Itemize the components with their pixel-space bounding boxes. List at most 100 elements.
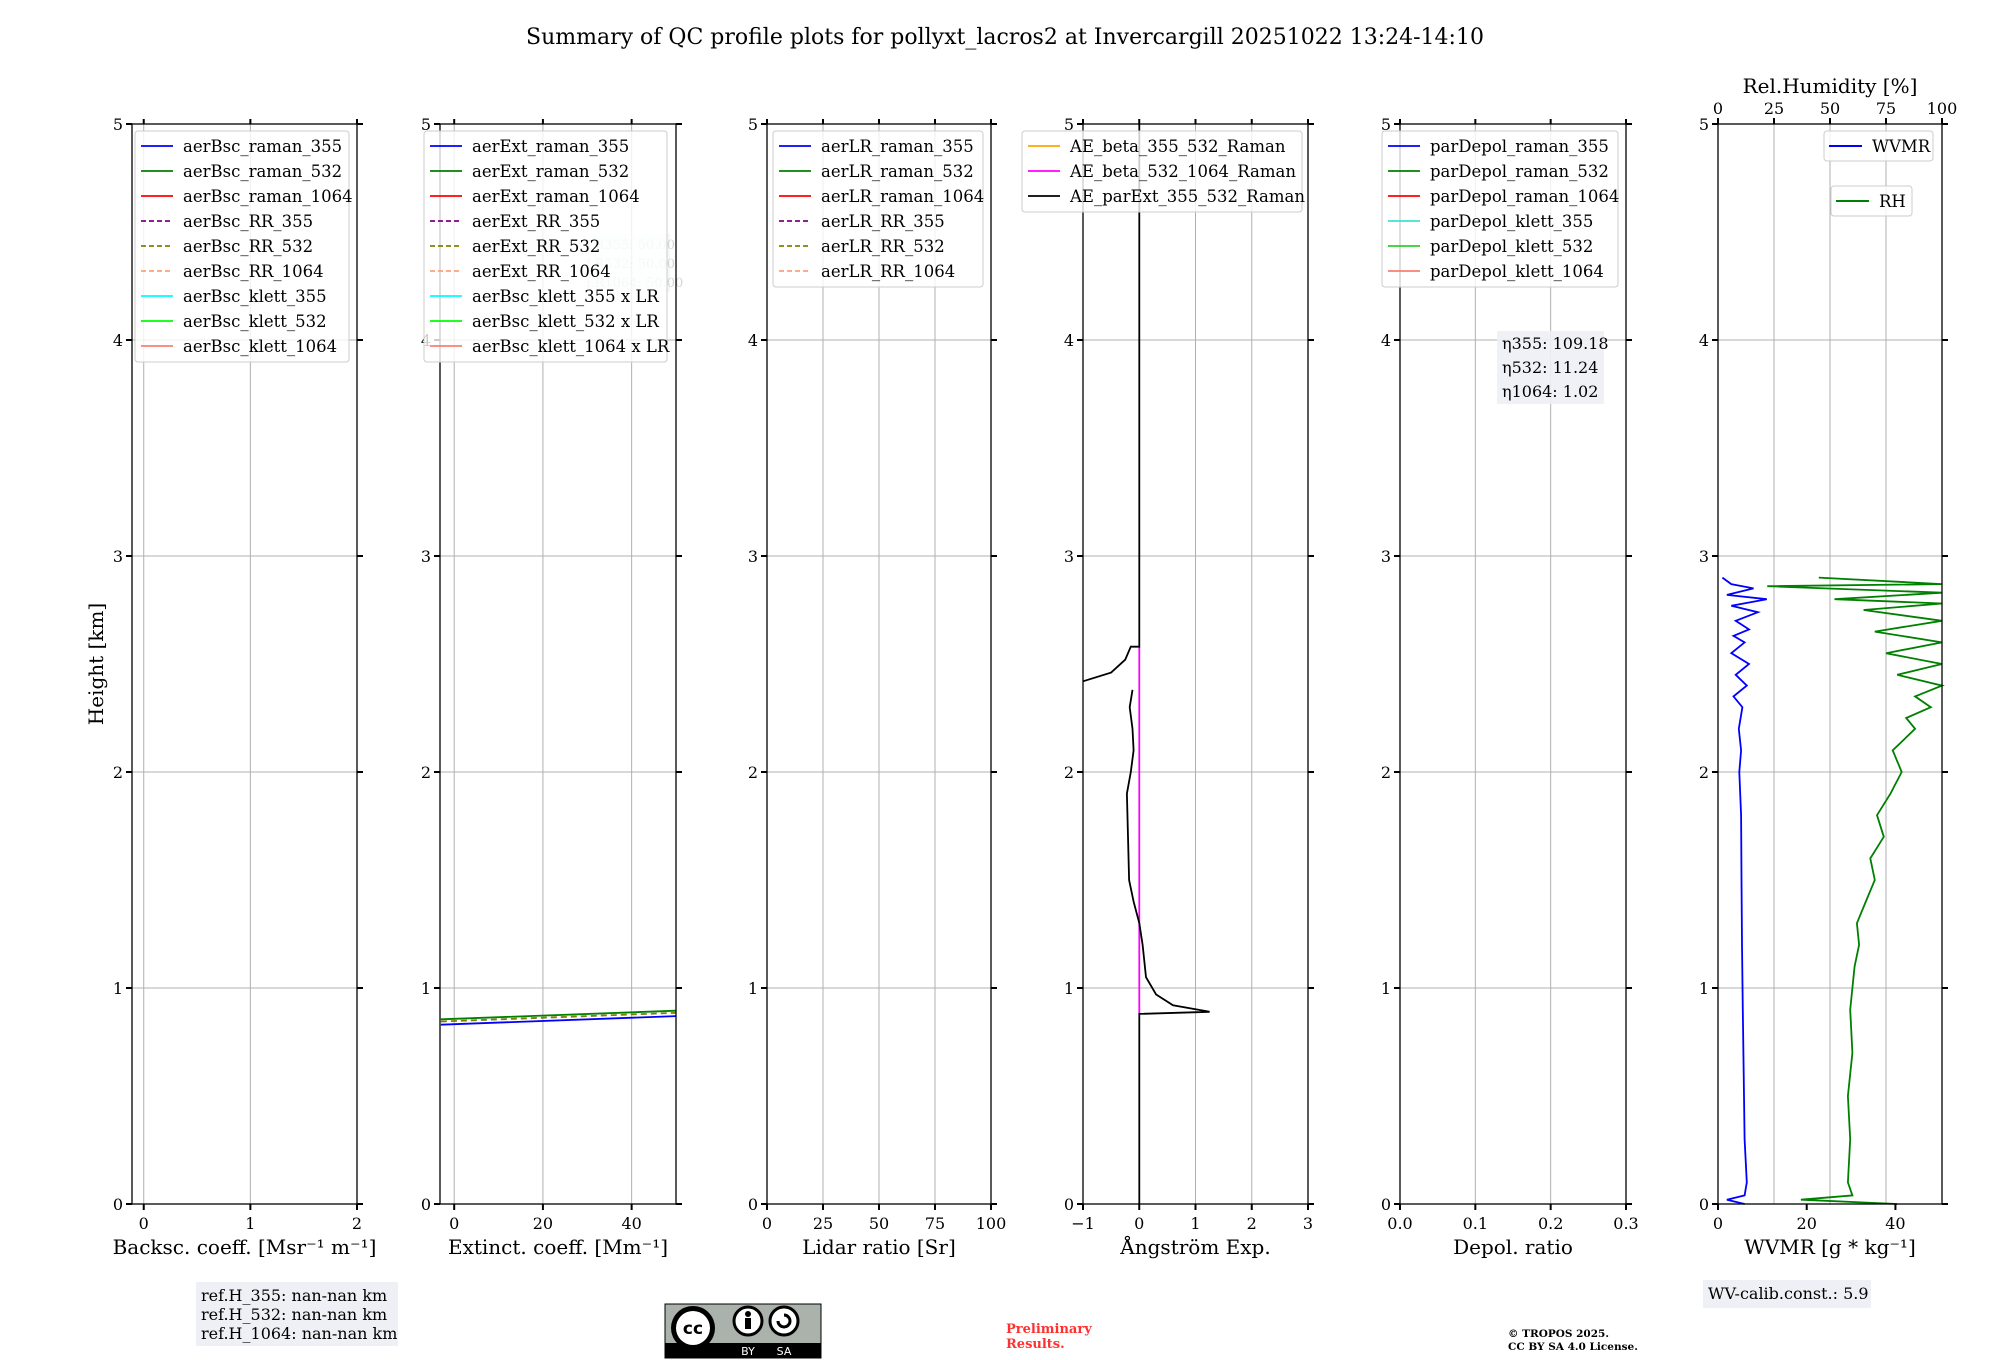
- y-tick-label: 3: [421, 547, 431, 566]
- legend-wvmr: WVMR: [1823, 130, 1934, 162]
- legend-label: aerBsc_RR_1064: [183, 262, 324, 281]
- eta-annotation: η355: 109.18 η532: 11.24 η1064: 1.02: [1497, 331, 1609, 404]
- y-tick-label: 0: [113, 1195, 123, 1214]
- y-tick-label: 3: [1381, 547, 1391, 566]
- legend-label: aerBsc_raman_355: [183, 137, 342, 156]
- y-tick-label: 2: [421, 763, 431, 782]
- top-x-tick-label: 75: [1876, 99, 1896, 118]
- legend-label: aerBsc_klett_1064: [183, 337, 337, 356]
- y-tick-label: 4: [1064, 331, 1074, 350]
- legend-box: [772, 130, 984, 288]
- legend-label: aerLR_raman_532: [821, 162, 974, 181]
- legend: aerLR_raman_355 aerLR_raman_532 aerLR_rama…: [772, 130, 984, 288]
- legend-label: parDepol_klett_1064: [1430, 262, 1604, 281]
- preliminary-line-1: Preliminary: [1006, 1322, 1092, 1337]
- top-x-tick-label: 25: [1764, 99, 1784, 118]
- legend-label: aerBsc_RR_532: [183, 237, 313, 256]
- y-tick-label: 1: [1699, 979, 1709, 998]
- legend-label: aerLR_RR_1064: [821, 262, 955, 281]
- x-tick-label: 20: [1797, 1214, 1817, 1233]
- panel-1: 0 1 2 3 4 5 0 1 2 Backsc. coeff. [Msr⁻¹ m⁻¹] aerBs…: [113, 115, 377, 1259]
- logo-sa: SA: [777, 1345, 792, 1358]
- top-x-axis-label: Rel.Humidity [%]: [1743, 74, 1918, 98]
- legend-label: WVMR: [1872, 137, 1931, 156]
- x-tick-label: 0: [139, 1214, 149, 1233]
- legend-label: aerBsc_klett_532 x LR: [472, 312, 659, 331]
- eta-line: η355: 109.18: [1502, 334, 1609, 353]
- y-tick-label: 4: [1699, 331, 1709, 350]
- legend-label: aerBsc_klett_355 x LR: [472, 287, 659, 306]
- eta-line: η532: 11.24: [1502, 358, 1598, 377]
- y-tick-label: 4: [113, 331, 123, 350]
- y-tick-label: 4: [748, 331, 758, 350]
- preliminary-note: Preliminary Results.: [1006, 1322, 1092, 1352]
- x-tick-label: 20: [533, 1214, 553, 1233]
- legend-label: AE_beta_532_1064_Raman: [1069, 162, 1296, 181]
- series-ae-parext-355-532-raman-upper: [1082, 124, 1141, 683]
- cc-by-sa-logo: cc BY SA: [664, 1303, 822, 1359]
- x-axis-label: Extinct. coeff. [Mm⁻¹]: [448, 1235, 668, 1259]
- legend-label: RH: [1879, 192, 1906, 211]
- wv-calib-annotation: WV-calib.const.: 5.9: [1703, 1280, 1871, 1308]
- x-tick-label: 1: [245, 1214, 255, 1233]
- legend-label: aerBsc_RR_355: [183, 212, 313, 231]
- x-axis-label: Ångström Exp.: [1119, 1234, 1270, 1259]
- legend-label: aerExt_RR_532: [472, 237, 600, 256]
- legend-label: parDepol_klett_355: [1430, 212, 1593, 231]
- x-tick-label: 75: [925, 1214, 945, 1233]
- refh-annotation: ref.H_355: nan-nan km ref.H_532: nan-nan…: [196, 1282, 398, 1346]
- top-x-tick-label: 0: [1713, 99, 1723, 118]
- y-tick-label: 1: [1064, 979, 1074, 998]
- figure-title: Summary of QC profile plots for pollyxt_…: [526, 25, 1484, 50]
- axes-frame: [439, 123, 677, 1205]
- legend-label: aerExt_RR_1064: [472, 262, 611, 281]
- legend-label: aerExt_raman_1064: [472, 187, 640, 206]
- copyright-note: © TROPOS 2025. CC BY SA 4.0 License.: [1508, 1328, 1638, 1353]
- legend-label: aerLR_raman_355: [821, 137, 974, 156]
- panel-2: LR355: 50.00LR532: 50.00LR1064: 50.00012…: [421, 115, 683, 1259]
- axes-frame: [131, 123, 358, 1205]
- legend-label: parDepol_raman_532: [1430, 162, 1609, 181]
- y-tick-label: 5: [1381, 115, 1391, 134]
- x-tick-label: 100: [976, 1214, 1007, 1233]
- series-aerext-raman-532: [440, 1009, 677, 1021]
- x-axis-label: WVMR [g * kg⁻¹]: [1744, 1235, 1916, 1259]
- x-tick-label: 1: [1190, 1214, 1200, 1233]
- y-tick-label: 2: [113, 763, 123, 782]
- legend-label: aerLR_RR_355: [821, 212, 945, 231]
- y-tick-label: 5: [1699, 115, 1709, 134]
- eta-line: η1064: 1.02: [1502, 382, 1598, 401]
- x-tick-label: 0: [1713, 1214, 1723, 1233]
- legend-label: aerLR_RR_532: [821, 237, 945, 256]
- eta-box: [1497, 331, 1604, 404]
- panel-5: 0 1 2 3 4 5 0.0 0.1 0.2 0.3 Depol. ratio parDepol_r…: [1381, 115, 1639, 1259]
- y-tick-label: 1: [113, 979, 123, 998]
- legend-label: AE_beta_355_532_Raman: [1069, 137, 1286, 156]
- y-axis-label: Height [km]: [84, 603, 108, 725]
- legend-label: parDepol_klett_532: [1430, 237, 1593, 256]
- y-tick-label: 1: [1381, 979, 1391, 998]
- copyright-line-1: © TROPOS 2025.: [1508, 1328, 1609, 1340]
- x-tick-label: 0.0: [1387, 1214, 1412, 1233]
- y-tick-label: 5: [421, 115, 431, 134]
- x-tick-label: 3: [1303, 1214, 1313, 1233]
- x-tick-label: 40: [621, 1214, 641, 1233]
- legend-label: AE_parExt_355_532_Raman: [1069, 187, 1305, 206]
- legend-label: aerExt_RR_355: [472, 212, 600, 231]
- legend-box: [423, 130, 668, 363]
- x-tick-label: 0: [449, 1214, 459, 1233]
- preliminary-line-2: Results.: [1006, 1337, 1065, 1352]
- legend-box: [1823, 130, 1934, 162]
- y-tick-label: 0: [1699, 1195, 1709, 1214]
- refh-355: ref.H_355: nan-nan km: [201, 1286, 387, 1305]
- x-axis-label: Lidar ratio [Sr]: [802, 1235, 956, 1259]
- legend: parDepol_raman_355 parDepol_raman_532 parD…: [1381, 130, 1619, 288]
- legend-label: aerLR_raman_1064: [821, 187, 984, 206]
- x-tick-label: 2: [1247, 1214, 1257, 1233]
- legend-label: aerExt_raman_355: [472, 137, 629, 156]
- y-tick-label: 0: [748, 1195, 758, 1214]
- x-tick-label: −1: [1071, 1214, 1095, 1233]
- x-tick-label: 50: [869, 1214, 889, 1233]
- series-ae-parext-355-532-raman: [1125, 689, 1210, 1204]
